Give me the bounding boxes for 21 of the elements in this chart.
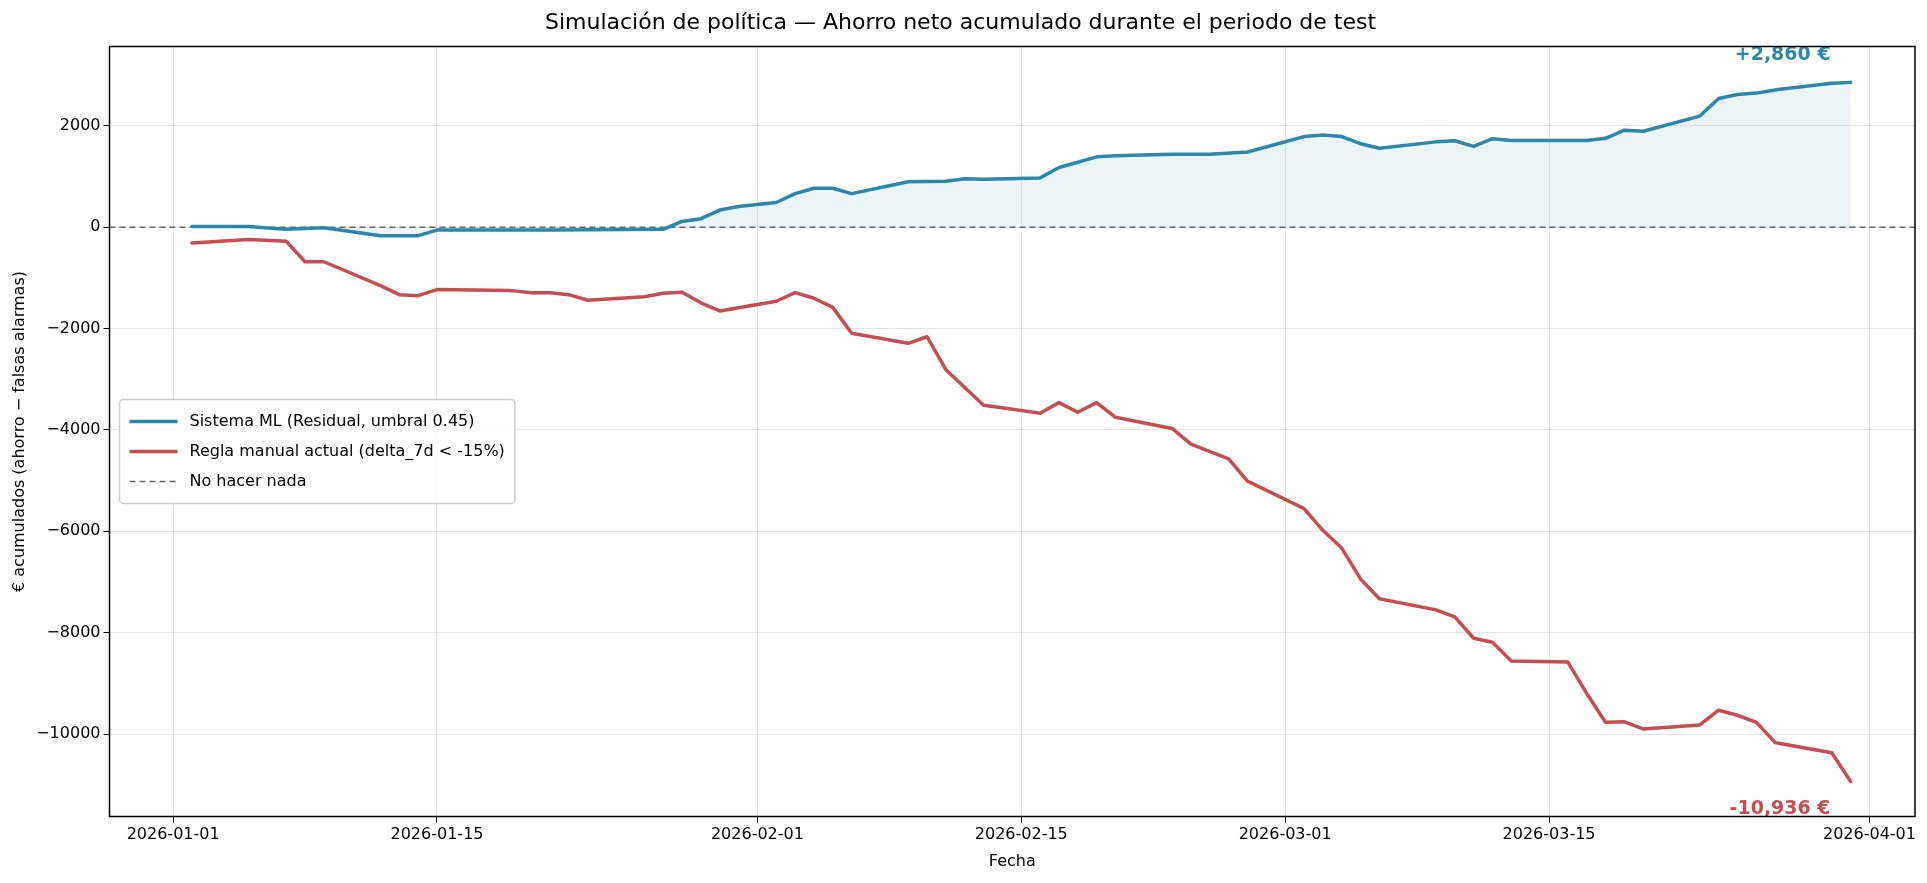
x-tick-label: 2026-01-01 (126, 824, 220, 844)
y-tick-label: −10000 (36, 723, 101, 743)
y-tick-label: −8000 (46, 621, 101, 641)
y-tick-label: −2000 (46, 317, 101, 337)
y-tick-label: −6000 (46, 520, 101, 540)
x-tick-label: 2026-04-01 (1822, 824, 1916, 844)
legend-label: Regla manual actual (delta_7d < -15%) (189, 440, 505, 461)
x-tick-label: 2026-03-01 (1238, 824, 1332, 844)
y-tick-label: 2000 (59, 115, 101, 135)
x-tick-label: 2026-01-15 (390, 824, 484, 844)
legend-label: Sistema ML (Residual, umbral 0.45) (189, 410, 475, 430)
annotation: -10,936 € (1729, 795, 1831, 818)
y-tick-label: 0 (90, 216, 101, 236)
x-tick-label: 2026-03-15 (1502, 824, 1596, 844)
x-axis-title: Fecha (988, 850, 1036, 870)
x-tick-label: 2026-02-15 (974, 824, 1068, 844)
legend-label: No hacer nada (189, 470, 307, 490)
y-axis-title: € acumulados (ahorro − falsas alarmas) (8, 271, 28, 592)
chart-title: Simulación de política — Ahorro neto acumulado durante el periodo de test (544, 8, 1377, 34)
x-tick-label: 2026-02-01 (710, 824, 804, 844)
y-tick-label: −4000 (46, 419, 101, 439)
